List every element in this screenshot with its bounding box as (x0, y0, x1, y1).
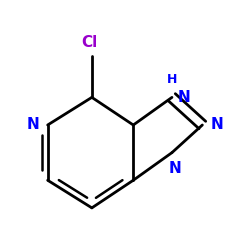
Text: N: N (168, 161, 181, 176)
Text: Cl: Cl (81, 35, 97, 50)
Text: H: H (167, 73, 177, 86)
Text: N: N (26, 118, 39, 132)
Text: N: N (178, 90, 190, 105)
Text: N: N (211, 118, 224, 132)
